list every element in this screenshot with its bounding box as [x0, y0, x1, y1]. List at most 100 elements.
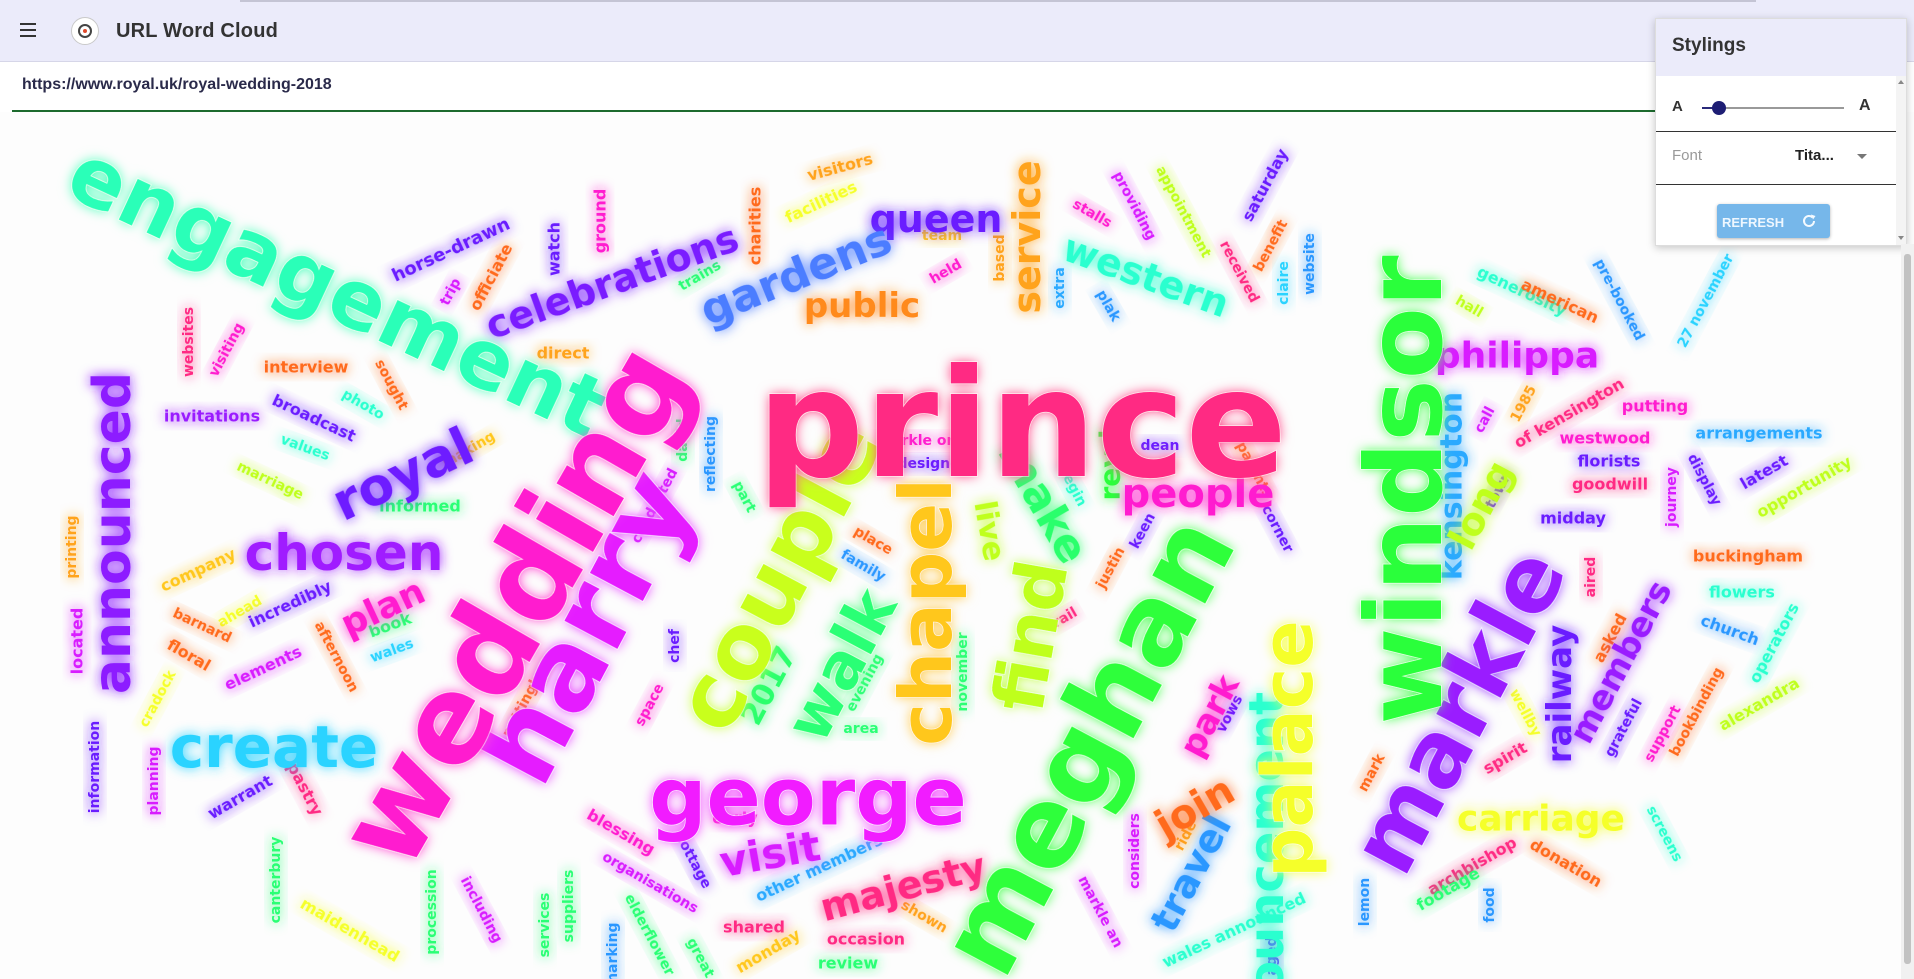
top-app-bar: URL Word Cloud — [0, 0, 1914, 62]
cloud-word: november — [955, 632, 971, 711]
cloud-word: aged — [1264, 937, 1280, 976]
hamburger-menu-icon[interactable] — [16, 21, 40, 41]
font-size-slider[interactable] — [1702, 107, 1844, 109]
cloud-word: ground — [591, 189, 610, 254]
cloud-word: saturday — [1238, 145, 1292, 225]
cloud-word: held — [927, 256, 965, 287]
cloud-word: procession — [424, 869, 440, 954]
url-input-underline — [12, 110, 1656, 112]
cloud-word: interview — [264, 358, 349, 377]
app-title: URL Word Cloud — [116, 20, 279, 42]
url-input[interactable] — [22, 74, 1652, 96]
cloud-word: kensington — [1435, 392, 1470, 580]
font-select-value: Tita... — [1795, 147, 1834, 164]
cloud-word: carriage — [1457, 799, 1625, 840]
panel-header: Stylings — [1656, 19, 1906, 76]
cloud-word: suppliers — [561, 870, 577, 943]
cloud-word: church — [1698, 611, 1762, 650]
cloud-word: chosen — [245, 524, 444, 582]
cloud-word: informed — [379, 497, 461, 516]
refresh-button-label: REFRESH — [1722, 215, 1785, 230]
scrollbar-thumb[interactable] — [1904, 254, 1911, 964]
cloud-word: canterbury — [268, 837, 284, 924]
cloud-word: buckingham — [1693, 547, 1803, 566]
font-select[interactable]: Tita... — [1795, 145, 1875, 167]
cloud-word: designer — [897, 456, 966, 472]
size-small-label: A — [1672, 98, 1683, 115]
cloud-word: display — [1684, 451, 1724, 508]
cloud-word: dean — [1141, 438, 1180, 454]
cloud-word: information — [87, 721, 103, 814]
cloud-word: company — [157, 544, 239, 596]
cloud-word: philippa — [1435, 336, 1599, 377]
cloud-word: aired — [1583, 557, 1599, 598]
cloud-word: providing — [1109, 169, 1158, 243]
cloud-word: extra — [1052, 267, 1068, 309]
cloud-word: visiting — [206, 320, 248, 379]
cloud-word: railway — [1540, 625, 1580, 764]
cloud-word: arrangements — [1695, 424, 1822, 443]
cloud-word: direct — [537, 344, 590, 363]
cloud-word: revd — [1094, 429, 1127, 500]
cloud-word: charities — [746, 187, 765, 266]
font-size-control: A A — [1672, 94, 1885, 122]
panel-scrollbar[interactable] — [1896, 76, 1906, 245]
cloud-word: lemon — [1357, 878, 1373, 926]
cloud-word: marking — [605, 922, 621, 979]
cloud-word: claire — [1276, 261, 1292, 305]
cloud-word: palace — [1247, 620, 1329, 878]
cloud-word: reflecting — [703, 416, 719, 492]
size-large-label: A — [1859, 97, 1871, 114]
cloud-word: appointment — [1152, 164, 1214, 261]
cloud-word: including — [457, 874, 505, 946]
cloud-word: people — [1122, 471, 1275, 517]
cloud-word: donation — [1527, 835, 1606, 892]
cloud-word: review — [818, 954, 879, 973]
scroll-down-icon[interactable] — [1898, 236, 1904, 240]
font-label: Font — [1672, 147, 1703, 164]
cloud-word: plak — [1093, 287, 1124, 325]
scroll-up-icon[interactable] — [1898, 80, 1904, 84]
cloud-word: marriage — [234, 459, 306, 504]
url-bar — [0, 62, 1914, 112]
cloud-word: announced — [83, 372, 143, 694]
cloud-word: shared — [723, 918, 785, 937]
cloud-word: service — [1005, 160, 1049, 313]
cloud-word: screens — [1643, 803, 1686, 864]
cloud-word: markle on — [877, 433, 956, 449]
page-scrollbar[interactable] — [1901, 244, 1914, 979]
refresh-icon — [1803, 214, 1816, 227]
cloud-word: 1985 — [1508, 383, 1540, 425]
cloud-word: services — [537, 893, 553, 958]
cloud-word: printing — [64, 515, 80, 578]
slider-thumb[interactable] — [1712, 101, 1727, 115]
refresh-button[interactable]: REFRESH — [1717, 204, 1830, 238]
cloud-word: journey — [1664, 467, 1680, 528]
panel-title: Stylings — [1672, 35, 1746, 56]
cloud-word: nouncement — [1239, 692, 1295, 979]
cloud-word: considers — [1127, 813, 1143, 889]
cloud-word: public — [804, 286, 920, 326]
cloud-word: early — [712, 809, 758, 828]
cloud-word: latest — [1737, 451, 1792, 494]
cloud-word: flowers — [1709, 583, 1775, 602]
cloud-word: occasion — [827, 930, 905, 949]
cloud-word: queen — [870, 197, 1003, 241]
cloud-word: call — [1472, 404, 1499, 436]
cloud-word: maidenhead — [297, 894, 403, 966]
cloud-word: george — [649, 751, 966, 844]
cloud-word: putting — [1622, 397, 1688, 416]
cloud-word: watch — [545, 222, 564, 276]
cloud-word: team — [922, 228, 962, 244]
stylings-panel: Stylings A A Font Tita... REFRESH — [1655, 18, 1907, 246]
cloud-word: facilities — [782, 177, 860, 227]
cloud-word: invitations — [164, 407, 260, 426]
cloud-word: create — [170, 713, 379, 781]
cloud-word: westwood — [1559, 429, 1650, 448]
window-top-edge — [240, 0, 1756, 2]
cloud-word: chapel — [884, 478, 968, 746]
cloud-word: pre-booked — [1591, 257, 1647, 344]
cloud-word: food — [1482, 887, 1498, 922]
slider-fill — [1702, 107, 1720, 109]
